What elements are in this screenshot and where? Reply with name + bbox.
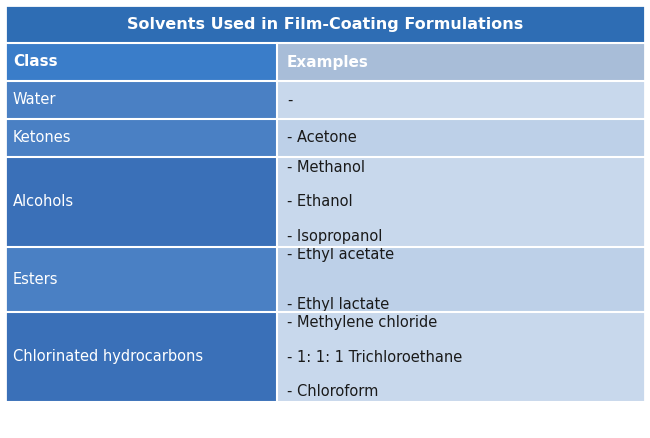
Text: - Ethyl acetate: - Ethyl acetate: [287, 247, 394, 262]
Text: Alcohols: Alcohols: [13, 194, 74, 209]
Text: - Ethanol: - Ethanol: [287, 194, 352, 209]
Text: Solvents Used in Film-Coating Formulations: Solvents Used in Film-Coating Formulatio…: [127, 17, 523, 32]
Bar: [277, 157, 645, 247]
Bar: [277, 119, 645, 157]
Text: Water: Water: [13, 92, 57, 107]
Bar: [5, 157, 277, 247]
Text: Esters: Esters: [13, 272, 58, 287]
Text: - Ethyl lactate: - Ethyl lactate: [287, 297, 389, 312]
Bar: [277, 247, 645, 312]
Bar: [5, 312, 277, 402]
Text: Class: Class: [13, 54, 58, 70]
Text: - Methylene chloride: - Methylene chloride: [287, 315, 437, 330]
Text: - 1: 1: 1 Trichloroethane: - 1: 1: 1 Trichloroethane: [287, 350, 462, 364]
Text: Examples: Examples: [287, 54, 369, 70]
Bar: [277, 81, 645, 119]
Text: Ketones: Ketones: [13, 131, 72, 145]
Bar: [5, 119, 277, 157]
Bar: [5, 81, 277, 119]
Text: - Chloroform: - Chloroform: [287, 384, 378, 399]
Text: - Isopropanol: - Isopropanol: [287, 229, 382, 244]
Text: - Methanol: - Methanol: [287, 160, 365, 175]
Bar: [277, 43, 645, 81]
Bar: [5, 43, 277, 81]
Text: Chlorinated hydrocarbons: Chlorinated hydrocarbons: [13, 350, 203, 364]
Bar: [5, 247, 277, 312]
Bar: [5, 5, 645, 43]
Text: -: -: [287, 92, 292, 107]
Bar: [277, 312, 645, 402]
Text: - Acetone: - Acetone: [287, 131, 357, 145]
